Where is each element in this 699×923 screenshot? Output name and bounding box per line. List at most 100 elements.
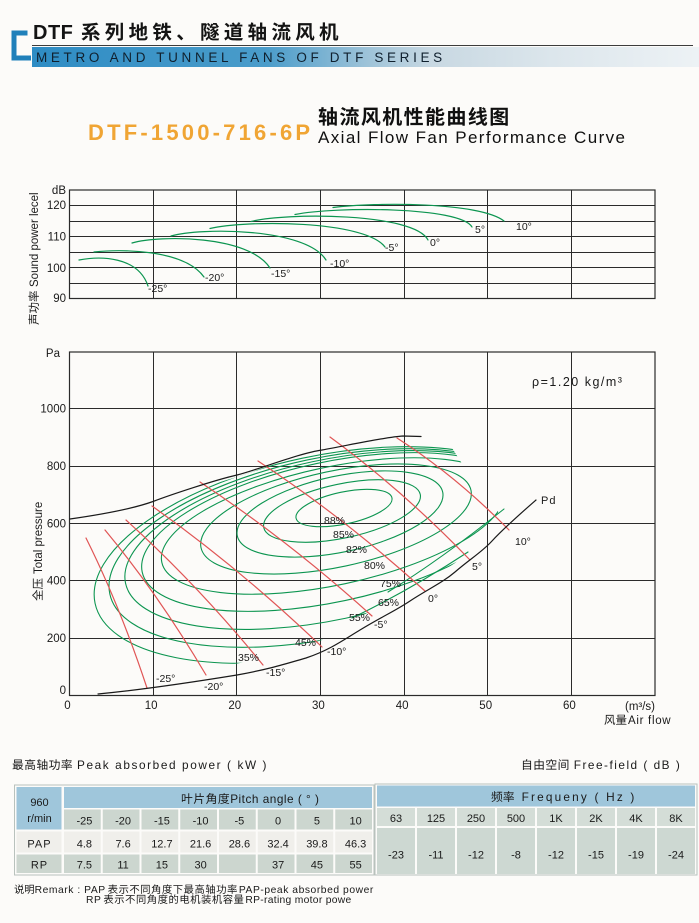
svg-text:-12: -12 bbox=[548, 850, 564, 862]
svg-text:5: 5 bbox=[314, 816, 320, 828]
svg-text:-5°: -5° bbox=[385, 242, 399, 254]
svg-text:75%: 75% bbox=[380, 578, 401, 590]
svg-text:Remark : PAP: Remark : PAP bbox=[35, 885, 106, 896]
svg-text:100: 100 bbox=[47, 263, 66, 275]
svg-text:Pitch angle ( ° ): Pitch angle ( ° ) bbox=[230, 792, 319, 806]
svg-text:-19: -19 bbox=[628, 850, 644, 862]
svg-text:Free-field ( dB ): Free-field ( dB ) bbox=[574, 758, 681, 772]
svg-text:-5: -5 bbox=[235, 816, 245, 828]
svg-text:30: 30 bbox=[312, 700, 325, 712]
svg-text:-15: -15 bbox=[154, 816, 170, 828]
svg-text:400: 400 bbox=[47, 576, 66, 588]
svg-text:0°: 0° bbox=[430, 237, 440, 249]
svg-text:90: 90 bbox=[53, 293, 66, 305]
svg-text:Pd: Pd bbox=[541, 495, 556, 507]
svg-text:(m³/s): (m³/s) bbox=[625, 701, 655, 713]
svg-text:125: 125 bbox=[427, 813, 445, 825]
svg-text:11: 11 bbox=[117, 860, 128, 872]
svg-text:35%: 35% bbox=[238, 652, 259, 664]
svg-text:RP-rating motor powe: RP-rating motor powe bbox=[245, 895, 351, 906]
svg-text:8K: 8K bbox=[669, 813, 683, 825]
svg-text:10°: 10° bbox=[515, 536, 531, 548]
svg-text:0: 0 bbox=[64, 700, 70, 712]
svg-text:40: 40 bbox=[396, 700, 409, 712]
svg-text:r/min: r/min bbox=[27, 813, 51, 825]
svg-text:21.6: 21.6 bbox=[190, 839, 211, 851]
svg-text:10°: 10° bbox=[516, 221, 532, 233]
svg-text:500: 500 bbox=[507, 813, 525, 825]
svg-text:4K: 4K bbox=[629, 813, 643, 825]
svg-text:55: 55 bbox=[349, 860, 361, 872]
svg-text:-8: -8 bbox=[511, 850, 521, 862]
svg-text:-25: -25 bbox=[76, 816, 92, 828]
svg-text:-10°: -10° bbox=[327, 646, 346, 658]
svg-text:Air flow: Air flow bbox=[628, 715, 671, 727]
svg-text:10: 10 bbox=[349, 816, 361, 828]
svg-text:1000: 1000 bbox=[40, 404, 66, 416]
svg-text:45: 45 bbox=[311, 860, 323, 872]
svg-text:Axial Flow Fan Performance Cur: Axial Flow Fan Performance Curve bbox=[318, 128, 626, 147]
svg-text:10: 10 bbox=[145, 700, 158, 712]
svg-text:88%: 88% bbox=[324, 515, 345, 527]
svg-text:0: 0 bbox=[275, 816, 281, 828]
svg-text:12.7: 12.7 bbox=[151, 839, 172, 851]
svg-text:85%: 85% bbox=[333, 529, 354, 541]
svg-text:30: 30 bbox=[194, 860, 206, 872]
svg-text:250: 250 bbox=[467, 813, 485, 825]
svg-text:28.6: 28.6 bbox=[229, 839, 250, 851]
svg-text:800: 800 bbox=[47, 461, 66, 473]
svg-text:RP: RP bbox=[31, 860, 48, 872]
svg-text:PAP-peak absorbed power: PAP-peak absorbed power bbox=[239, 885, 374, 896]
svg-text:80%: 80% bbox=[364, 560, 385, 572]
svg-text:-15: -15 bbox=[588, 850, 604, 862]
svg-text:7.6: 7.6 bbox=[115, 839, 130, 851]
svg-text:1K: 1K bbox=[549, 813, 563, 825]
svg-text:32.4: 32.4 bbox=[267, 839, 288, 851]
svg-text:15: 15 bbox=[156, 860, 168, 872]
svg-text:120: 120 bbox=[47, 200, 66, 212]
svg-text:-20°: -20° bbox=[204, 681, 223, 693]
svg-text:Frequeny ( Hz ): Frequeny ( Hz ) bbox=[522, 790, 637, 804]
svg-text:60: 60 bbox=[563, 700, 576, 712]
svg-text:5°: 5° bbox=[475, 224, 485, 236]
svg-text:DTF-1500-716-6P: DTF-1500-716-6P bbox=[88, 120, 313, 145]
svg-text:-10: -10 bbox=[193, 816, 209, 828]
svg-text:RP: RP bbox=[86, 895, 101, 906]
svg-text:4.8: 4.8 bbox=[77, 839, 92, 851]
svg-text:-15°: -15° bbox=[271, 268, 290, 280]
svg-text:0: 0 bbox=[60, 685, 66, 697]
svg-text:960: 960 bbox=[30, 797, 48, 809]
svg-text:-20: -20 bbox=[115, 816, 131, 828]
svg-text:-23: -23 bbox=[388, 850, 404, 862]
svg-text:-15°: -15° bbox=[266, 667, 285, 679]
svg-text:46.3: 46.3 bbox=[345, 839, 366, 851]
svg-text:dB: dB bbox=[52, 185, 66, 197]
svg-text:63: 63 bbox=[390, 813, 402, 825]
svg-text:Peak absorbed power ( kW ): Peak absorbed power ( kW ) bbox=[77, 758, 268, 772]
svg-text:-20°: -20° bbox=[205, 272, 224, 284]
svg-text:5°: 5° bbox=[472, 561, 482, 573]
svg-text:200: 200 bbox=[47, 633, 66, 645]
svg-text:DTF: DTF bbox=[33, 22, 73, 44]
svg-text:METRO AND TUNNEL FANS OF DTF S: METRO AND TUNNEL FANS OF DTF SERIES bbox=[36, 50, 446, 65]
svg-text:7.5: 7.5 bbox=[77, 860, 92, 872]
svg-text:50: 50 bbox=[479, 700, 492, 712]
svg-text:Total pressure: Total pressure bbox=[33, 502, 45, 574]
svg-text:PAP: PAP bbox=[27, 839, 51, 851]
svg-text:-12: -12 bbox=[468, 850, 484, 862]
svg-text:45%: 45% bbox=[295, 637, 316, 649]
svg-text:-24: -24 bbox=[668, 850, 684, 862]
svg-text:600: 600 bbox=[47, 518, 66, 530]
svg-text:82%: 82% bbox=[346, 544, 367, 556]
svg-text:-5°: -5° bbox=[374, 619, 388, 631]
svg-text:-11: -11 bbox=[428, 850, 443, 862]
svg-text:-25°: -25° bbox=[148, 283, 167, 295]
svg-text:110: 110 bbox=[48, 232, 66, 244]
svg-text:65%: 65% bbox=[378, 597, 399, 609]
svg-text:2K: 2K bbox=[589, 813, 603, 825]
svg-text:37: 37 bbox=[272, 860, 284, 872]
svg-text:-25°: -25° bbox=[156, 673, 175, 685]
svg-text:Sound power lecel: Sound power lecel bbox=[29, 192, 41, 287]
svg-text:Pa: Pa bbox=[46, 348, 61, 360]
svg-text:39.8: 39.8 bbox=[306, 839, 327, 851]
